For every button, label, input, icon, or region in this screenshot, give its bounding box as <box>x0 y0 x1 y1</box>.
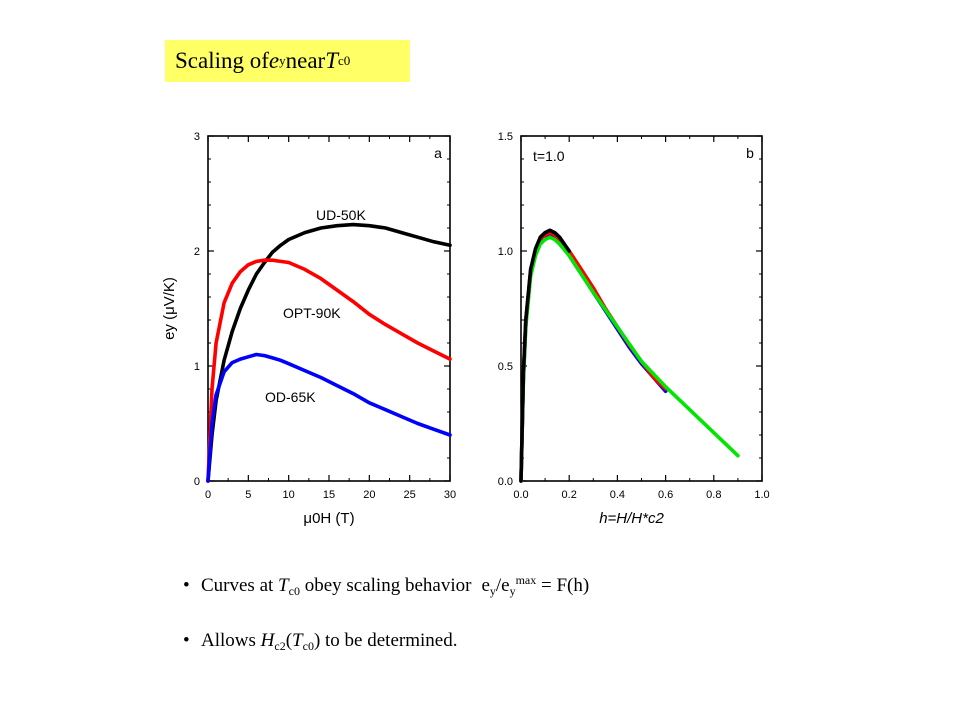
x-tick-label: 1.0 <box>754 489 769 501</box>
panel-b: 0.0 0.2 0.4 0.6 0.8 1.0 0.0 0.5 1.0 1.5 b t=1.0 h=H/… <box>498 131 770 527</box>
bullet-2-h-sub: c2 <box>274 639 286 653</box>
bullet-2-h: H <box>260 630 275 651</box>
bullet-1: • Curves at Tc0 obey scaling behavior ey/e… <box>183 573 589 599</box>
series-line <box>206 352 452 483</box>
x-tick-label: 5 <box>245 489 251 501</box>
formula-e2-sup: max <box>515 573 537 587</box>
title-var: e <box>268 48 280 73</box>
x-axis-label: h=H/H*c2 <box>599 510 664 527</box>
bullet-2-text-a: Allows <box>201 630 261 651</box>
formula-e1: e <box>481 575 490 596</box>
title-temp: T <box>325 48 338 73</box>
bullet-2-text-b: ) to be determined. <box>313 630 458 651</box>
x-tick-label: 0.0 <box>513 489 528 501</box>
x-tick-label: 0.2 <box>562 489 577 501</box>
series-line <box>206 222 452 483</box>
bullet-2-t: T <box>292 630 303 651</box>
y-tick-label: 1.5 <box>498 131 513 143</box>
formula-eq: = F(h) <box>536 575 590 596</box>
x-tick-label: 0.6 <box>658 489 673 501</box>
x-axis-label: μ0H (T) <box>303 510 354 527</box>
formula-e2-sub: y <box>509 584 516 598</box>
x-tick-label: 0.4 <box>610 489 625 501</box>
y-tick-label: 0 <box>194 476 200 488</box>
x-tick-label: 0.8 <box>706 489 721 501</box>
bullet-1-t: T <box>278 575 289 596</box>
series-line <box>519 233 668 483</box>
y-tick-label: 0.5 <box>498 361 513 373</box>
y-tick-label: 0.0 <box>498 476 513 488</box>
title-var-sub: y <box>279 53 286 68</box>
panel-label: a <box>434 145 442 161</box>
x-tick-label: 15 <box>323 489 335 501</box>
curve-annotation: OPT-90K <box>283 305 341 321</box>
panel-note: t=1.0 <box>533 148 565 164</box>
y-tick-label: 1 <box>194 361 200 373</box>
panel-a: 0 5 10 15 20 25 30 0 1 2 3 a μ0H (T) ey (μV/K) UD-50K O… <box>161 131 456 527</box>
x-tick-label: 10 <box>283 489 295 501</box>
y-axis-label: ey (μV/K) <box>161 277 178 340</box>
series-line <box>519 230 668 483</box>
series-line <box>206 258 452 483</box>
bullet-2-paren: ( <box>285 630 293 651</box>
x-tick-label: 0 <box>205 489 211 501</box>
bullet-dot: • <box>183 575 190 596</box>
y-tick-label: 3 <box>194 131 200 143</box>
x-tick-label: 20 <box>363 489 375 501</box>
curve-annotation: OD-65K <box>265 389 316 405</box>
bullet-1-text-a: Curves at <box>201 575 279 596</box>
title-prefix: Scaling of <box>175 48 269 73</box>
x-tick-label: 25 <box>404 489 416 501</box>
series-line <box>519 235 740 483</box>
bullet-dot: • <box>183 630 190 651</box>
bullet-2-t-sub: c0 <box>302 639 314 653</box>
bullet-1-text-b: obey scaling behavior <box>299 575 472 596</box>
curve-annotation: UD-50K <box>316 207 366 223</box>
title-middle: near <box>285 48 326 73</box>
panel-label: b <box>746 145 754 161</box>
series-line <box>519 228 571 483</box>
x-tick-label: 30 <box>444 489 456 501</box>
y-tick-label: 2 <box>194 246 200 258</box>
formula-e1-sub: y <box>489 584 496 598</box>
y-tick-label: 1.0 <box>498 246 513 258</box>
plot-frame <box>520 135 763 482</box>
title-temp-sub: c0 <box>338 53 351 68</box>
bullet-2: • Allows Hc2(Tc0) to be determined. <box>183 630 457 654</box>
bullet-1-t-sub: c0 <box>288 584 300 598</box>
formula-slash: /e <box>495 575 510 596</box>
